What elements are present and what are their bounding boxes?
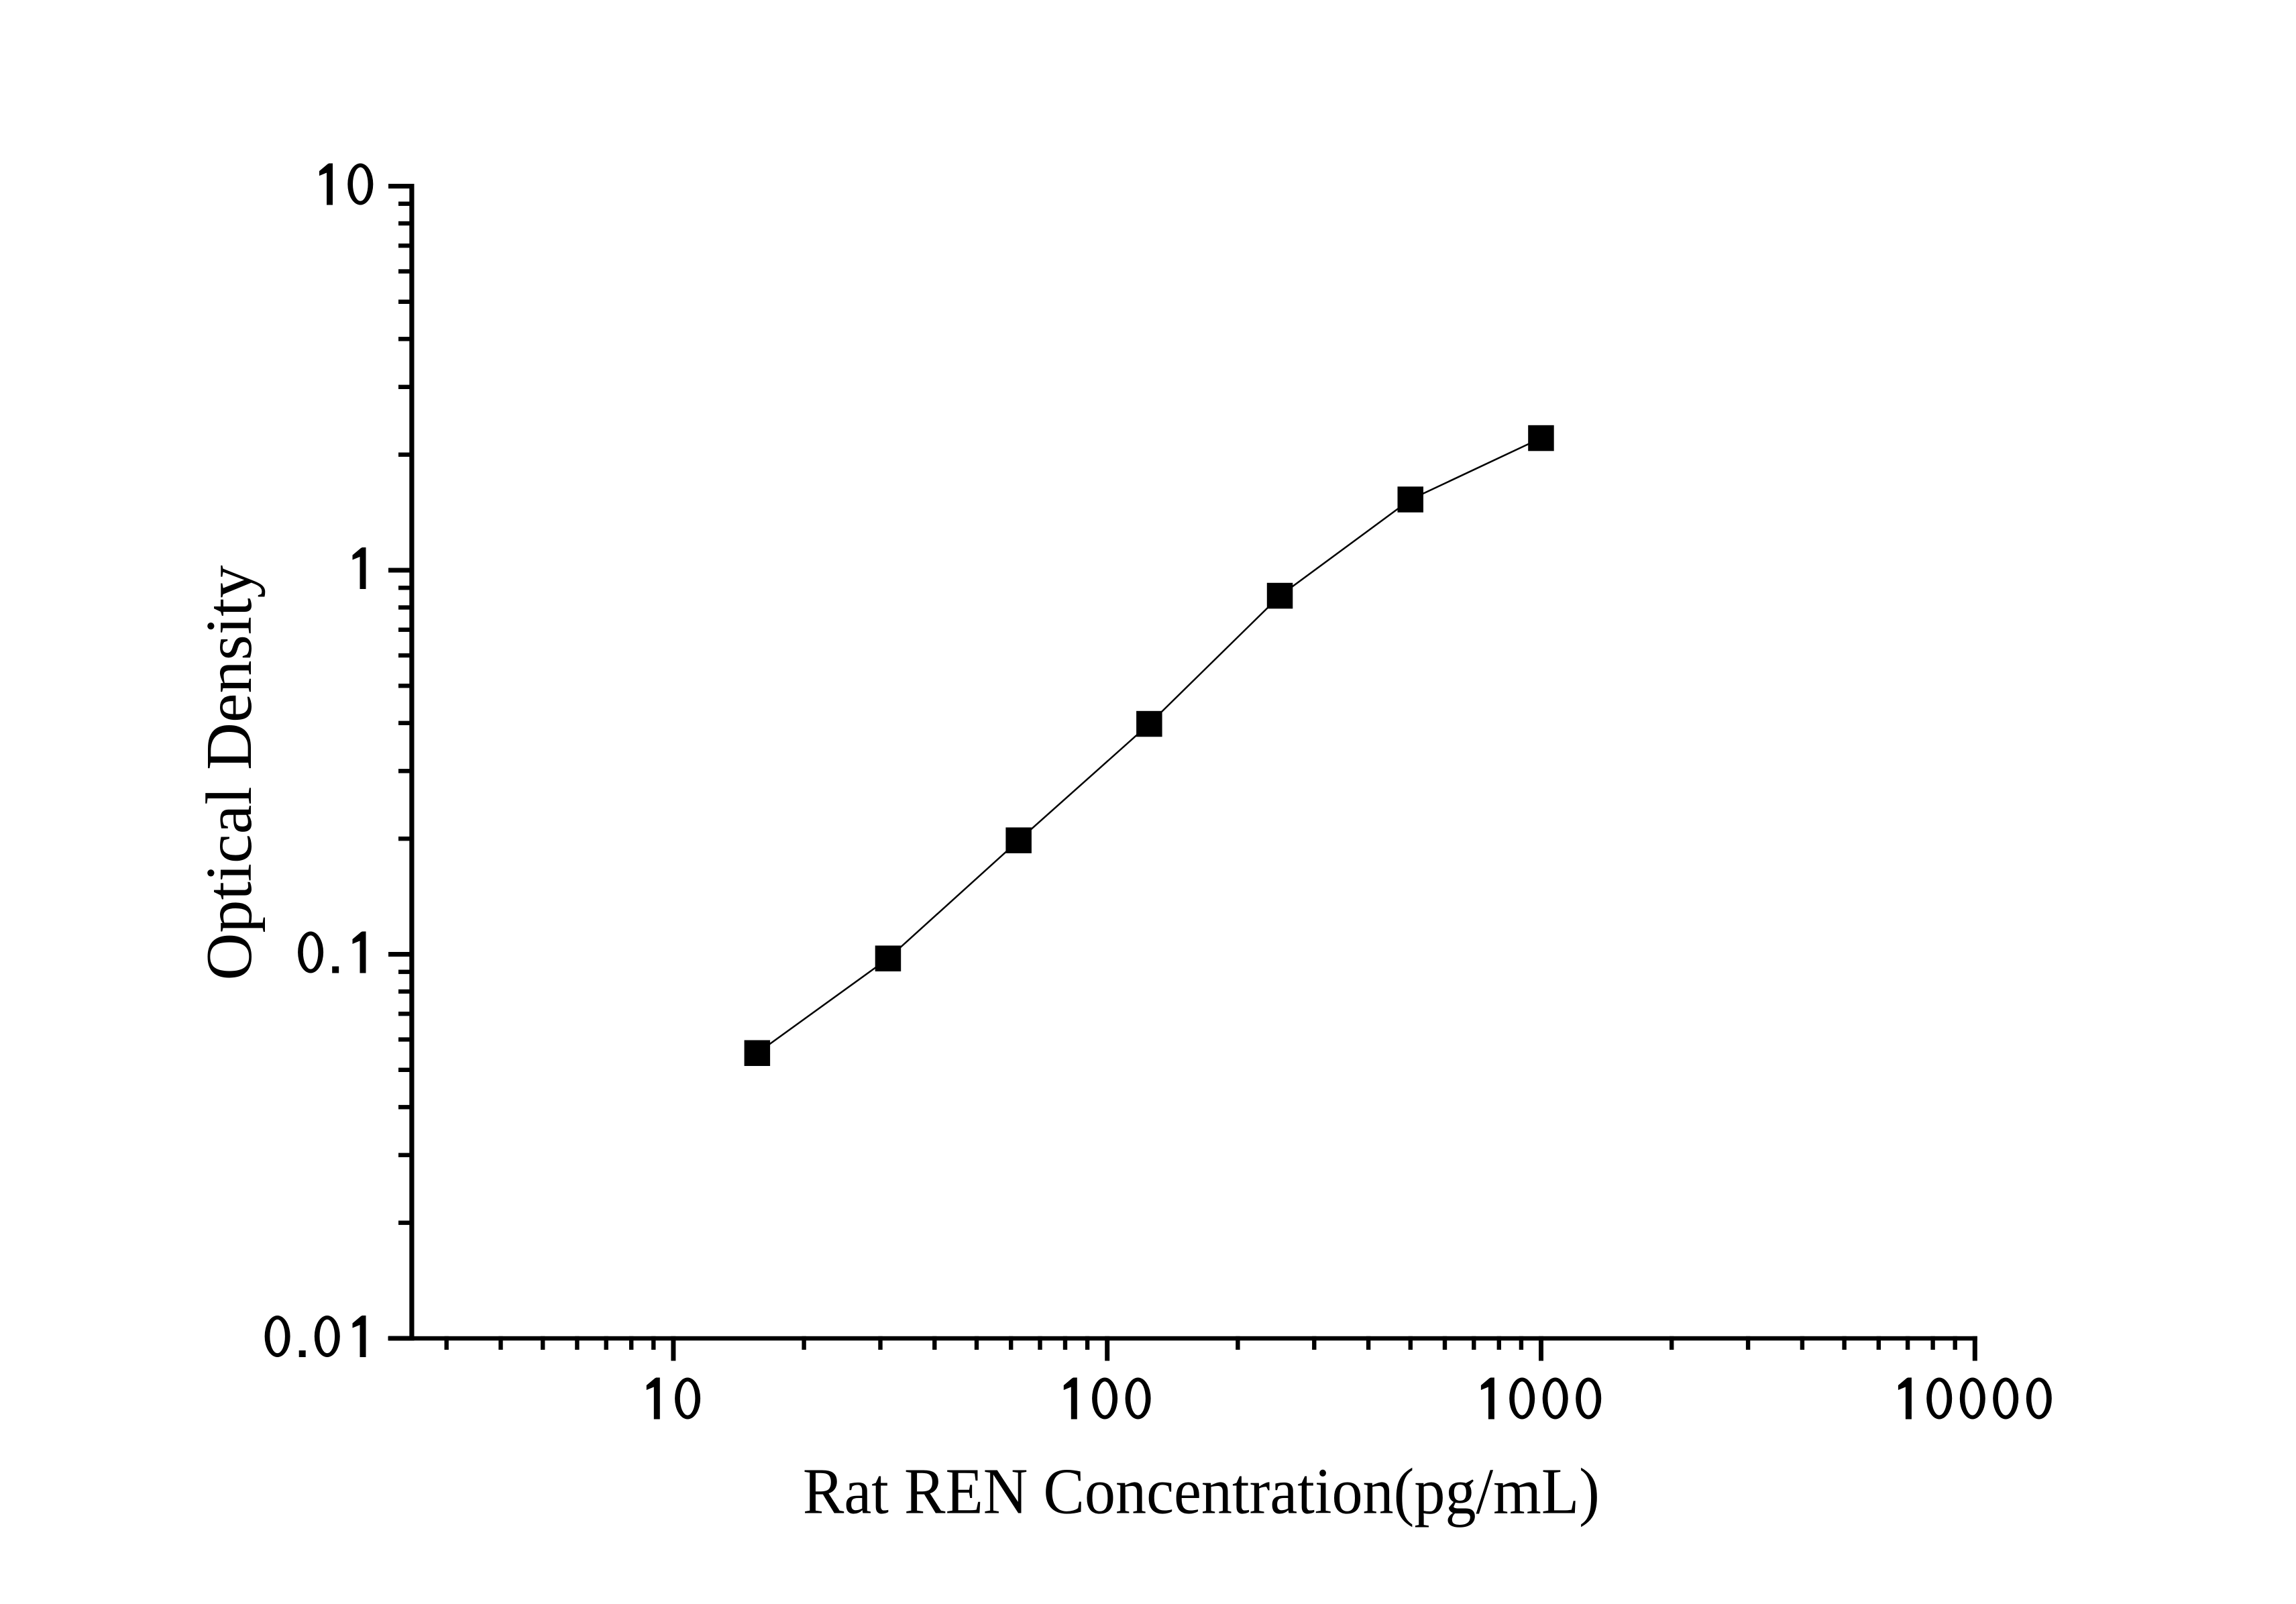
- svg-text:Rat REN Concentration(pg/mL): Rat REN Concentration(pg/mL): [803, 1456, 1600, 1528]
- svg-text:Optical Density: Optical Density: [193, 566, 266, 981]
